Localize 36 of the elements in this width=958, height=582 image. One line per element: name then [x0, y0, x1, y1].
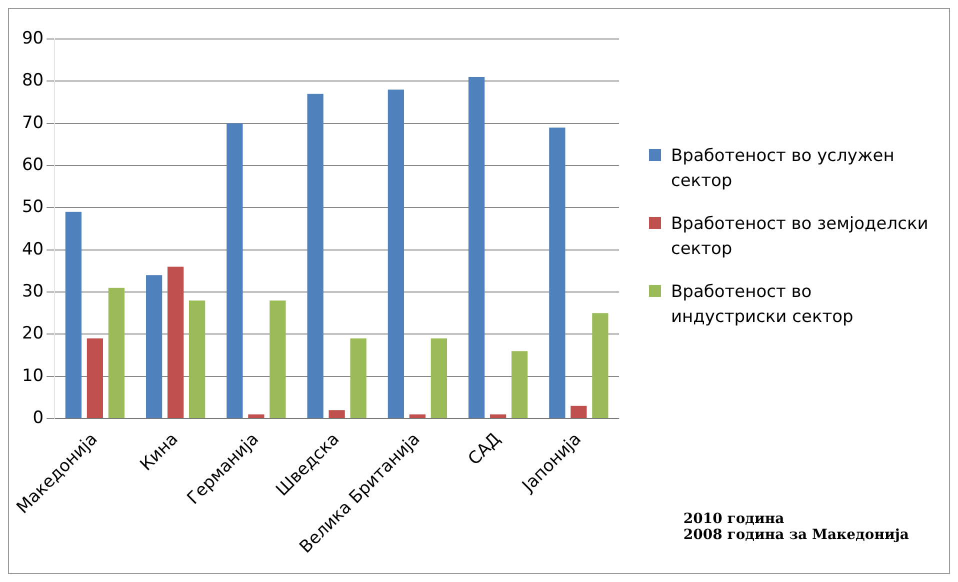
- y-tick-label: 90: [22, 28, 44, 48]
- bar: [328, 410, 345, 418]
- bar: [430, 338, 447, 418]
- y-tick-label: 0: [32, 408, 44, 428]
- text: 2010 година: [683, 511, 786, 527]
- y-tick-label: 30: [22, 281, 44, 302]
- bar: [189, 300, 206, 418]
- y-tick-label: 70: [22, 112, 44, 133]
- bar: [86, 338, 104, 418]
- text: 2008 година за Македонија: [683, 527, 909, 543]
- y-tick-label: 10: [22, 366, 44, 386]
- bar: [248, 414, 264, 418]
- legend-label: Вработеност во земјоделски сектор: [671, 213, 929, 261]
- bar: [512, 351, 528, 418]
- bar: [350, 338, 366, 418]
- legend-label: Вработеност во услужен сектор: [671, 145, 896, 193]
- bar: [108, 288, 125, 418]
- bar: [490, 414, 506, 418]
- y-tick-label: 40: [22, 239, 44, 260]
- bar: [307, 94, 324, 418]
- y-tick-label: 60: [22, 154, 44, 175]
- bar: [65, 212, 82, 418]
- y-tick-label: 50: [22, 197, 44, 218]
- y-tick-label: 20: [22, 324, 44, 344]
- bar: [226, 123, 243, 418]
- y-tick-label: 80: [22, 70, 44, 91]
- bar: [270, 300, 286, 418]
- bar: [549, 128, 566, 418]
- bar: [388, 90, 404, 418]
- bar: [570, 406, 587, 418]
- bar: [468, 76, 485, 418]
- bar: [409, 414, 426, 418]
- bar: [146, 275, 162, 418]
- legend-label: Вработеност во индустриски сектор: [671, 281, 854, 329]
- bar: [592, 313, 608, 418]
- bar: [168, 266, 184, 418]
